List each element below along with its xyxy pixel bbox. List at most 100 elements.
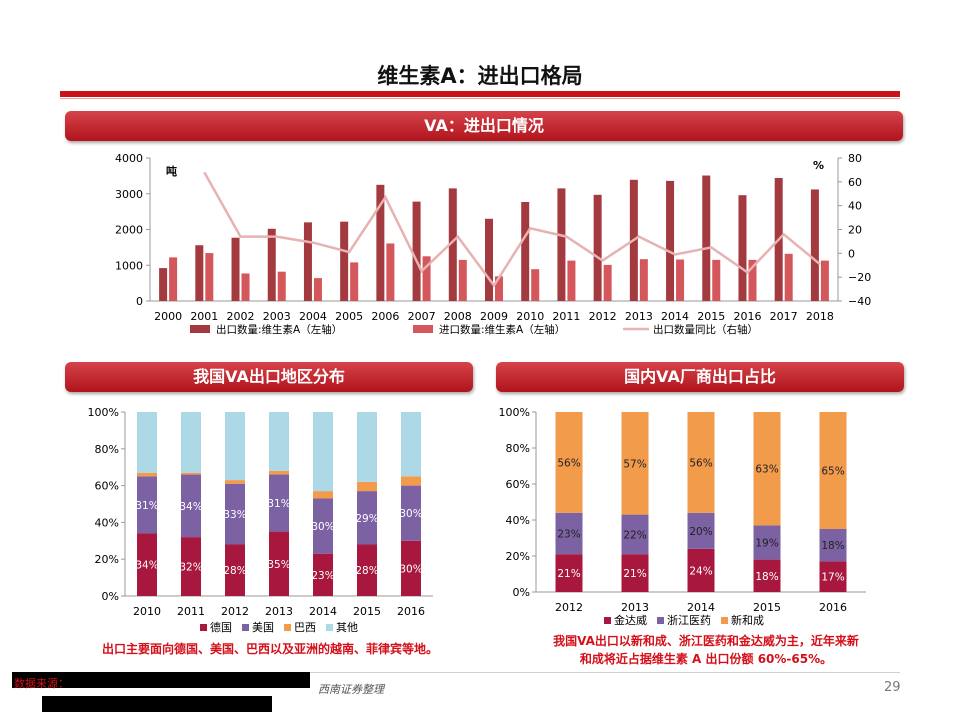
bar-export (159, 268, 168, 301)
legend-swatch (657, 617, 664, 624)
x-tick-label: 2012 (555, 601, 583, 614)
legend-swatch (326, 624, 333, 631)
note-maker-line2: 和成将近占据维生素 A 出口份额 60%-65%。 (579, 652, 833, 666)
bar-import (748, 259, 757, 301)
bar-export (810, 189, 819, 301)
data-label: 33% (223, 509, 246, 521)
x-tick-label: 2010 (516, 310, 544, 323)
bar-seg-2 (313, 491, 333, 499)
data-label: 21% (557, 568, 580, 580)
data-label: 22% (623, 529, 646, 541)
legend-label: 出口数量:维生素A（左轴） (216, 323, 342, 336)
bar-seg-2 (555, 412, 583, 513)
legend-swatch (200, 624, 207, 631)
x-tick-label: 2015 (353, 605, 381, 618)
right-tick-label: 40 (848, 200, 862, 213)
bar-seg-2 (357, 481, 377, 492)
x-tick-label: 2013 (621, 601, 649, 614)
bar-export (303, 222, 312, 301)
data-label: 20% (689, 526, 712, 538)
page-title: 维生素A：进出口格局 (377, 64, 583, 88)
bar-seg-0 (753, 559, 781, 592)
x-tick-label: 2015 (753, 601, 781, 614)
data-label: 34% (135, 560, 158, 572)
bar-export (702, 175, 711, 301)
data-label: 57% (623, 458, 646, 470)
bar-seg-2 (137, 472, 157, 477)
right-tick-label: 60 (848, 176, 862, 189)
legend-swatch-0 (190, 325, 210, 333)
legend-swatch (721, 617, 728, 624)
bar-import (205, 253, 214, 301)
bar-seg-2 (181, 472, 201, 475)
legend-swatch (284, 624, 291, 631)
bar-seg-1 (819, 529, 847, 562)
bar-export (231, 237, 240, 301)
bar-import (603, 264, 612, 301)
bar-seg-3 (401, 412, 421, 477)
data-label: 30% (311, 521, 334, 533)
legend-label: 其他 (336, 621, 358, 634)
bar-seg-0 (555, 554, 583, 592)
bar-seg-3 (313, 412, 333, 492)
bar-import (313, 278, 322, 301)
bar-export (195, 245, 204, 301)
bar-import (495, 276, 503, 301)
data-label: 30% (399, 508, 422, 520)
redacted-source-line: 数据来源： (12, 672, 310, 690)
left-tick-label: 1000 (115, 259, 143, 272)
bar-seg-0 (687, 548, 715, 592)
y-tick-label: 100% (499, 406, 530, 419)
bar-import (820, 260, 829, 301)
data-label: 23% (311, 570, 334, 582)
bar-import (784, 253, 793, 301)
y-tick-label: 0% (102, 590, 119, 603)
bar-seg-1 (137, 476, 157, 534)
banner-maker: 国内VA厂商出口占比 (496, 362, 904, 392)
bar-seg-2 (819, 412, 847, 529)
data-label: 30% (399, 563, 422, 575)
banner-region: 我国VA出口地区分布 (65, 362, 473, 392)
y-tick-label: 60% (95, 480, 119, 493)
bar-seg-1 (621, 514, 649, 555)
bar-seg-2 (269, 470, 289, 475)
note-maker-line1: 我国VA出口以新和成、浙江医药和金达威为主，近年来新 (553, 634, 859, 648)
legend-swatch-1 (413, 325, 433, 333)
x-tick-label: 2005 (335, 310, 363, 323)
bar-import (169, 257, 178, 301)
x-tick-label: 2013 (625, 310, 653, 323)
legend-label: 进口数量:维生素A（左轴） (439, 323, 565, 336)
data-label: 31% (135, 500, 158, 512)
bar-seg-1 (687, 512, 715, 549)
x-tick-label: 2011 (177, 605, 205, 618)
bar-import (350, 262, 359, 301)
right-tick-label: −20 (848, 271, 871, 284)
left-tick-label: 0 (136, 295, 143, 308)
bar-seg-0 (819, 561, 847, 592)
footer-divider (300, 672, 900, 673)
right-tick-label: 0 (848, 247, 855, 260)
bar-import (386, 243, 395, 301)
bar-seg-0 (621, 554, 649, 592)
source-label: 数据来源： (14, 677, 69, 690)
data-label: 23% (557, 529, 580, 541)
x-tick-label: 2014 (661, 310, 689, 323)
legend-label: 新和成 (731, 613, 764, 627)
bar-seg-2 (401, 476, 421, 486)
data-label: 21% (623, 568, 646, 580)
bar-import (422, 256, 431, 301)
bar-seg-3 (181, 412, 201, 473)
y-tick-label: 40% (95, 516, 119, 529)
x-tick-label: 2016 (733, 310, 761, 323)
legend-label: 金达威 (614, 613, 647, 627)
note-region: 出口主要面向德国、美国、巴西以及亚洲的越南、菲律宾等地。 (101, 642, 438, 656)
bar-seg-0 (181, 537, 201, 596)
bar-seg-0 (137, 533, 157, 596)
x-tick-label: 2008 (444, 310, 472, 323)
x-tick-label: 2013 (265, 605, 293, 618)
legend-label: 巴西 (294, 621, 316, 634)
bar-export (485, 218, 493, 301)
bar-seg-3 (137, 412, 157, 473)
x-tick-label: 2017 (770, 310, 798, 323)
